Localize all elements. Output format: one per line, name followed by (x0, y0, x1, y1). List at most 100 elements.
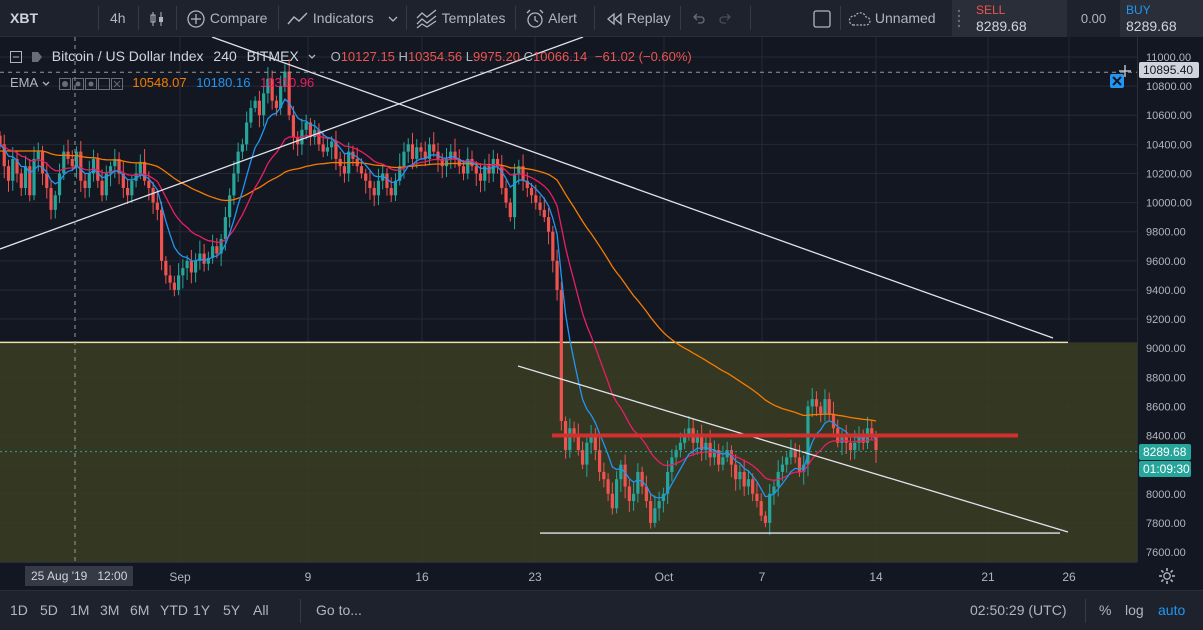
range-button-6m[interactable]: 6M (130, 591, 149, 629)
auto-toggle[interactable]: auto (1158, 591, 1185, 629)
candle-body (513, 173, 516, 217)
candle-body (832, 414, 835, 429)
candle-body (534, 195, 537, 202)
chart-pane[interactable] (0, 37, 1137, 562)
price-axis[interactable]: 7600.007800.008000.008200.008400.008600.… (1137, 37, 1203, 562)
range-button-3m[interactable]: 3M (100, 591, 119, 629)
candle-body (658, 501, 661, 508)
collapse-icon[interactable] (10, 51, 22, 63)
toolbar-divider (138, 6, 139, 30)
buy-button[interactable]: BUY 8289.68 (1120, 0, 1203, 37)
candles-icon (148, 10, 166, 28)
range-button-1d[interactable]: 1D (10, 591, 28, 629)
candle-body (734, 465, 737, 480)
rewind-icon (605, 11, 623, 27)
candle-body (760, 501, 763, 516)
layout-name-label: Unnamed (875, 10, 936, 26)
utc-clock[interactable]: 02:50:29 (UTC) (970, 591, 1066, 629)
time-tick-label: 21 (981, 570, 995, 584)
price-tick-label: 10800.00 (1146, 81, 1192, 93)
open-value: 10127.15 (341, 49, 395, 64)
time-axis[interactable]: Sep 9 16 23 Oct 7 14 21 26 25 Aug '19 12:00 (0, 562, 1137, 590)
replay-label: Replay (627, 10, 671, 26)
range-button-1y[interactable]: 1Y (193, 591, 210, 629)
candle-body (228, 195, 231, 217)
toolbar-divider (750, 6, 751, 30)
ema-label[interactable]: EMA (10, 75, 37, 90)
candle-body (143, 162, 146, 181)
chevron-down-icon[interactable] (41, 79, 51, 89)
candle-body (755, 494, 758, 501)
redo-icon (718, 11, 734, 27)
candle-body (602, 472, 605, 479)
ema-fast-value: 10180.16 (196, 75, 250, 90)
downtrend-line-upper[interactable] (212, 37, 1053, 338)
zone-rectangle[interactable] (0, 342, 1137, 562)
templates-button[interactable]: Templates (416, 0, 505, 36)
candle-body (781, 465, 784, 472)
candle-body (823, 399, 826, 414)
price-tick-label: 9200.00 (1146, 314, 1186, 326)
candle-body (54, 195, 57, 210)
percent-toggle[interactable]: % (1099, 591, 1111, 629)
log-toggle[interactable]: log (1125, 591, 1144, 629)
candle-body (11, 159, 14, 181)
interval-button[interactable]: 4h (110, 0, 126, 36)
uptrend-line[interactable] (0, 37, 583, 249)
candle-body (619, 465, 622, 480)
crosshair-plus-icon[interactable] (1117, 63, 1133, 79)
indicator-controls-icon[interactable] (59, 78, 123, 90)
candle-body (530, 188, 533, 195)
replay-button[interactable]: Replay (605, 0, 670, 36)
candle-body (194, 261, 197, 273)
chart-legend: Bitcoin / US Dollar Index 240 BITMEX O10… (10, 48, 692, 64)
goto-button[interactable]: Go to... (316, 591, 362, 629)
toolbar-divider (406, 6, 407, 30)
candle-body (509, 203, 512, 218)
chart-style-button[interactable] (148, 0, 166, 36)
range-button-5y[interactable]: 5Y (223, 591, 240, 629)
high-label: H (399, 49, 408, 64)
undo-icon (690, 11, 706, 27)
price-tick-label: 8400.00 (1146, 431, 1186, 443)
sell-button[interactable]: SELL 8289.68 (952, 0, 1067, 37)
candle-body (449, 152, 452, 159)
candle-body (819, 406, 822, 413)
price-chart[interactable] (0, 37, 1137, 562)
alert-button[interactable]: Alert (525, 0, 577, 36)
price-tick-label: 10200.00 (1146, 168, 1192, 180)
candle-body (568, 428, 571, 450)
legend-exchange: BITMEX (247, 48, 299, 64)
candle-body (411, 144, 414, 159)
layout-name-button[interactable]: Unnamed (847, 0, 936, 36)
compare-button[interactable]: Compare (186, 0, 267, 36)
candle-body (190, 261, 193, 273)
candle-body (373, 188, 376, 195)
candle-body (743, 472, 746, 487)
undo-button[interactable] (690, 0, 706, 36)
templates-icon (416, 9, 438, 29)
ohlc-values: O10127.15 H10354.56 L9975.20 C10066.14 −… (331, 49, 692, 64)
settings-gear-icon[interactable] (1158, 567, 1176, 585)
fullscreen-button[interactable] (813, 0, 831, 36)
toolbar-divider (98, 6, 99, 30)
candle-body (704, 443, 707, 450)
candle-body (611, 494, 614, 509)
chevron-down-icon[interactable] (307, 52, 317, 62)
close-label: C (524, 49, 533, 64)
candle-body (241, 144, 244, 151)
candle-body (160, 210, 163, 261)
redo-button[interactable] (718, 0, 734, 36)
range-button-5d[interactable]: 5D (40, 591, 58, 629)
candle-body (390, 188, 393, 195)
indicators-button[interactable]: Indicators (287, 0, 399, 36)
candle-body (32, 159, 35, 195)
alarm-clock-icon (525, 9, 545, 29)
toolbar-divider (515, 6, 516, 30)
range-button-ytd[interactable]: YTD (160, 591, 188, 629)
candle-body (653, 508, 656, 523)
range-button-all[interactable]: All (253, 591, 269, 629)
range-button-1m[interactable]: 1M (70, 591, 89, 629)
symbol-search[interactable]: XBT (10, 0, 38, 36)
candle-body (407, 144, 410, 151)
